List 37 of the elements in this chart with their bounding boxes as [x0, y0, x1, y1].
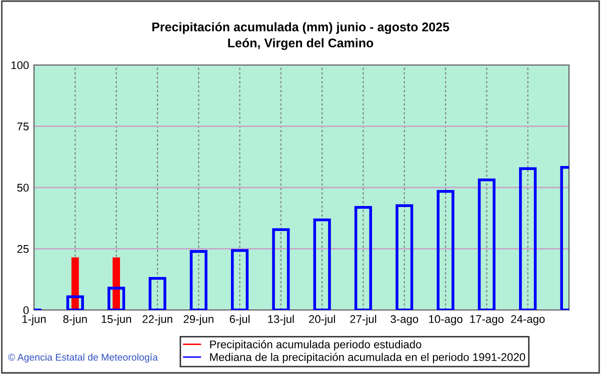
y-tick-label: 100: [11, 61, 29, 70]
bar: [230, 249, 249, 310]
bar: [478, 178, 496, 310]
bar: [519, 167, 537, 310]
bar: [354, 206, 372, 310]
x-tick-label: 20-jul: [309, 314, 335, 326]
x-tick-label: 13-jul: [268, 314, 294, 326]
x-tick-label: 3-ago: [390, 315, 418, 326]
x-tick-label: 22-jun: [142, 314, 172, 326]
bar: [108, 286, 126, 310]
x-tick-label: 6-jul: [230, 314, 250, 326]
bar: [66, 295, 84, 310]
y-tick-label: 25: [17, 245, 29, 253]
chart-title: Precipitación acumulada (mm) junio - agosto 2025: [152, 22, 450, 34]
y-tick-label: 75: [17, 122, 29, 130]
x-tick-label: 10-ago: [429, 315, 462, 326]
bar: [272, 228, 290, 310]
x-tick-label: 1-jun: [22, 314, 46, 326]
chart-subtitle: León, Virgen del Camino: [228, 38, 374, 50]
x-tick-label: 27-jul: [350, 314, 376, 326]
y-tick-label: 50: [17, 184, 29, 192]
bar: [313, 218, 331, 310]
text: © Agencia Estatal de Meteorología: [8, 353, 158, 363]
x-tick-label: 29-jun: [184, 314, 214, 326]
x-tick-label: 17-ago: [470, 315, 504, 326]
x-tick-label: 8-jun: [63, 314, 87, 326]
bar: [71, 257, 79, 310]
legend-label: Precipitación acumulada periodo estudiado: [210, 340, 422, 351]
bar: [396, 204, 414, 310]
bar: [112, 257, 120, 310]
y-tick-label: 0: [23, 306, 29, 314]
x-tick-label: 15-jun: [102, 314, 132, 326]
bar: [190, 250, 208, 310]
bar: [148, 277, 166, 310]
bar: [436, 190, 454, 310]
x-tick-label: 24-ago: [511, 315, 545, 326]
legend-label: Mediana de la precipitación acumulada en el periodo 1991-2020: [210, 352, 526, 364]
